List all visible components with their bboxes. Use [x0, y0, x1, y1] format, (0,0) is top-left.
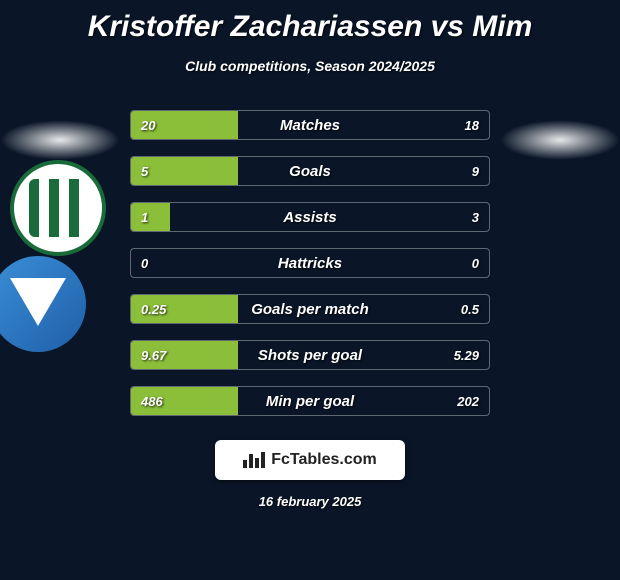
stat-row: 9.675.29Shots per goal	[130, 340, 490, 370]
snapshot-date: 16 february 2025	[0, 494, 620, 509]
stat-label: Shots per goal	[131, 341, 489, 369]
stat-label: Goals	[131, 157, 489, 185]
bar-chart-icon	[243, 452, 265, 468]
fctables-badge: FcTables.com	[215, 440, 405, 480]
comparison-title: Kristoffer Zachariassen vs Mim	[0, 0, 620, 44]
stat-label: Assists	[131, 203, 489, 231]
right-team-crest-icon	[0, 256, 86, 352]
stat-label: Goals per match	[131, 295, 489, 323]
stat-row: 0.250.5Goals per match	[130, 294, 490, 324]
stat-row: 13Assists	[130, 202, 490, 232]
stat-label: Min per goal	[131, 387, 489, 415]
right-team-halo	[500, 120, 620, 160]
stat-row: 486202Min per goal	[130, 386, 490, 416]
stat-label: Matches	[131, 111, 489, 139]
stat-row: 2018Matches	[130, 110, 490, 140]
left-team-crest-icon	[10, 160, 106, 256]
left-team-halo	[0, 120, 120, 160]
stats-bars: 2018Matches 59Goals 13Assists 00Hattricks 0.…	[130, 110, 490, 416]
comparison-subtitle: Club competitions, Season 2024/2025	[0, 58, 620, 74]
stat-row: 00Hattricks	[130, 248, 490, 278]
stat-row: 59Goals	[130, 156, 490, 186]
fctables-label: FcTables.com	[271, 451, 377, 469]
stat-label: Hattricks	[131, 249, 489, 277]
